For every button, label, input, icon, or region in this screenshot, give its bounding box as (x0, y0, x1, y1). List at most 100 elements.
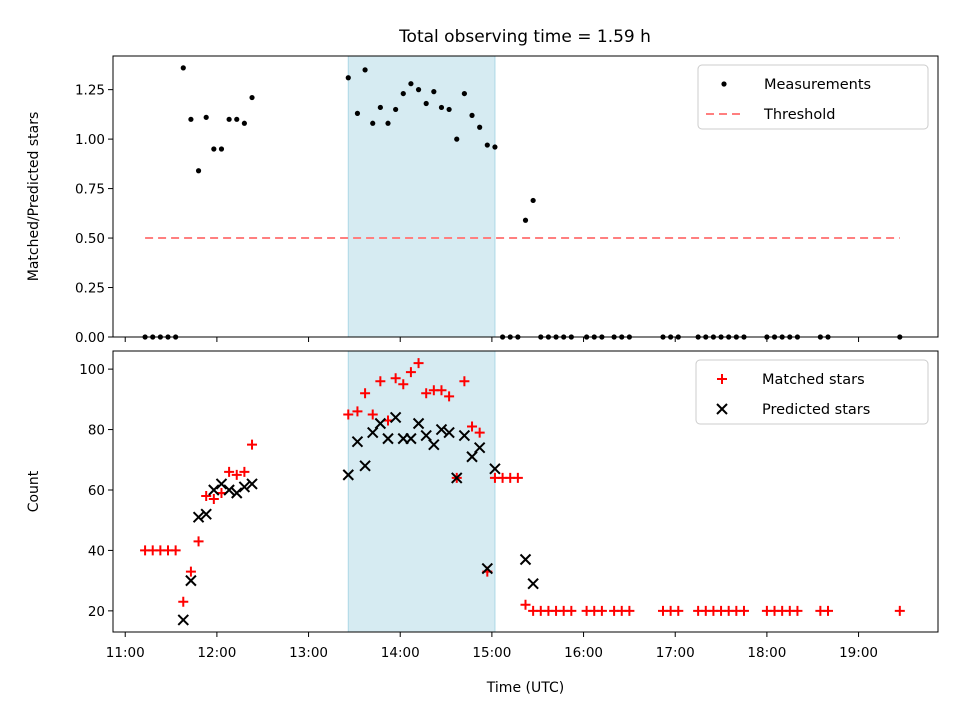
measurement-point (530, 197, 536, 204)
predicted-star-point (382, 432, 394, 445)
measurement-point (446, 106, 452, 113)
matched-star-point (413, 358, 424, 369)
matched-star-point (566, 605, 577, 616)
legend-label: Matched stars (762, 372, 865, 388)
predicted-star-point (420, 429, 432, 442)
matched-star-point (738, 605, 749, 616)
predicted-star-point (458, 429, 471, 442)
matched-star-point (178, 596, 189, 607)
predicted-star-point (200, 508, 212, 520)
measurement-point (400, 90, 406, 97)
x-tick-label: 12:00 (197, 645, 236, 661)
matched-star-point (170, 545, 181, 556)
measurement-point (241, 120, 247, 126)
x-tick-label: 16:00 (564, 645, 603, 661)
observing-window-shade (348, 56, 495, 337)
measurement-point (249, 94, 255, 101)
series-predicted-stars (177, 411, 539, 626)
axes-frame (112, 350, 939, 633)
measurement-point (370, 120, 376, 126)
measurement-point (218, 146, 225, 152)
measurement-point (234, 116, 240, 122)
matched-star-point (673, 605, 684, 616)
predicted-star-point (466, 451, 478, 463)
legend-box (697, 64, 929, 130)
y-tick-label: 0.50 (75, 231, 105, 247)
matched-star-point (390, 373, 401, 384)
predicted-star-point (342, 469, 354, 481)
matched-star-point (624, 605, 635, 616)
predicted-star-point (177, 614, 189, 626)
predicted-star-point (246, 478, 258, 490)
legend: Measurements Threshold (697, 64, 929, 130)
y-axis-label: Count (26, 470, 42, 512)
measurement-point (203, 114, 209, 120)
predicted-star-point (443, 426, 455, 439)
predicted-star-point (389, 411, 402, 424)
matched-star-point (208, 494, 219, 505)
matched-star-point (474, 427, 485, 438)
predicted-star-point (405, 432, 417, 445)
matched-star-point (231, 469, 242, 480)
matched-star-point (352, 406, 363, 417)
y-tick-label: 20 (88, 604, 105, 620)
matched-star-point (185, 566, 196, 577)
predicted-star-point (519, 553, 532, 566)
measurement-point (484, 142, 490, 148)
legend-label: Measurements (764, 77, 871, 93)
predicted-star-point (192, 511, 205, 523)
y-tick-label: 100 (79, 362, 105, 378)
observing-window-shade (348, 351, 495, 632)
matched-star-point (343, 409, 354, 420)
matched-star-point (459, 376, 470, 387)
predicted-star-point (527, 577, 539, 590)
measurement-point (195, 168, 202, 174)
y-tick-label: 40 (88, 543, 105, 559)
matched-star-point (894, 605, 905, 616)
matched-star-point (823, 605, 833, 616)
predicted-star-point (351, 435, 364, 448)
predicted-star-point (223, 484, 235, 496)
y-tick-label: 1.25 (75, 83, 105, 99)
predicted-star-point (367, 426, 379, 439)
predicted-star-point (215, 478, 228, 490)
matched-star-point (375, 376, 386, 387)
measurement-point (180, 65, 186, 71)
matched-star-point (792, 605, 803, 616)
measurement-point (423, 100, 429, 107)
matched-star-point (193, 536, 204, 547)
predicted-star-point (489, 463, 501, 475)
predicted-star-point (208, 484, 220, 496)
top-panel: 0.00 0.25 0.50 0.75 1.00 1.25 Matched/Predicte… (26, 55, 939, 346)
measurement-point (408, 81, 414, 87)
measurement-point (461, 90, 467, 97)
matched-star-point (444, 391, 455, 402)
predicted-star-point (374, 417, 387, 430)
x-tick-label: 11:00 (106, 645, 145, 661)
matched-star-point (421, 388, 432, 399)
measurement-point (438, 104, 445, 111)
measurement-point (469, 112, 475, 118)
predicted-star-point (412, 417, 425, 430)
measurement-point (211, 146, 217, 152)
x-tick-label: 15:00 (472, 645, 511, 661)
measurement-point (377, 104, 383, 111)
y-tick-label: 80 (88, 423, 105, 439)
matched-star-point (520, 599, 531, 610)
series-matched-stars (140, 358, 905, 616)
measurement-point (522, 217, 529, 223)
matched-star-point (467, 421, 478, 432)
measurement-point (345, 75, 351, 81)
legend-predicted-swatch (716, 403, 728, 415)
y-tick-label: 1.00 (75, 132, 105, 148)
y-tick-label: 0.00 (75, 330, 105, 346)
predicted-star-point (451, 472, 463, 484)
matched-star-point (398, 379, 409, 390)
y-axis-label: Matched/Predicted stars (26, 112, 42, 282)
legend: Matched stars Predicted stars (695, 359, 929, 425)
y-tick-label: 0.75 (75, 182, 105, 198)
matched-star-point (436, 385, 447, 396)
measurement-point (226, 116, 232, 122)
matched-star-point (224, 466, 235, 477)
